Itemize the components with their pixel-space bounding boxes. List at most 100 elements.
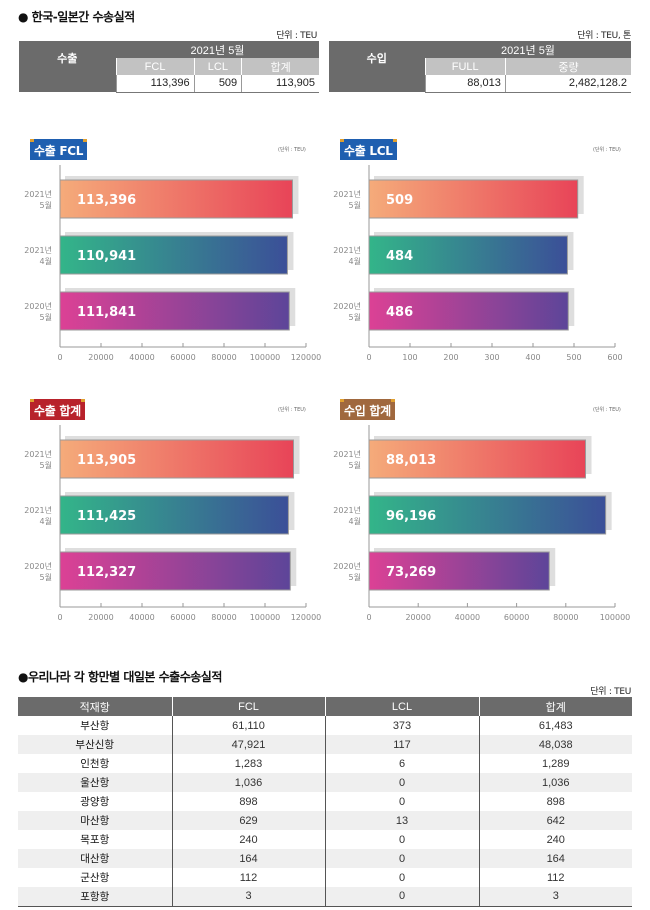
category-label-month: 5월 <box>40 312 52 322</box>
section-title-port-exports: ●우리나라 각 항만별 대일본 수출수송실적 <box>18 670 222 684</box>
bar-value-label: 96,196 <box>386 509 436 524</box>
x-tick-label: 80000 <box>211 353 236 362</box>
export-period: 2021년 5월 <box>116 41 319 58</box>
fcl-value: 47,921 <box>171 735 325 754</box>
total-value: 164 <box>478 849 632 868</box>
bar <box>368 179 579 219</box>
x-tick-label: 120000 <box>291 353 322 362</box>
x-tick-label: 20000 <box>405 613 430 622</box>
export-col-fcl: FCL <box>115 58 195 75</box>
chart-title-badge: 수출 합계 <box>30 399 85 420</box>
total-value: 3 <box>478 887 632 907</box>
export-val-fcl: 113,396 <box>115 75 195 93</box>
x-tick-label: 0 <box>57 353 62 362</box>
port-name: 마산항 <box>18 811 172 830</box>
lcl-value: 0 <box>324 887 479 907</box>
col-header-port: 적재항 <box>18 697 172 716</box>
table-row: 울산항 1,036 0 1,036 <box>18 773 632 792</box>
chart-unit-label: (단위 : TEU) <box>278 407 306 413</box>
section-title-korea-japan: ● 한국-일본간 수송실적 <box>18 10 135 24</box>
total-value: 61,483 <box>478 716 632 735</box>
port-name: 부산신항 <box>18 735 172 754</box>
x-tick-label: 0 <box>57 613 62 622</box>
bar <box>368 551 550 591</box>
col-header-lcl: LCL <box>324 697 479 716</box>
import-period: 2021년 5월 <box>425 41 631 58</box>
lcl-value: 0 <box>324 792 479 811</box>
import-summary-table: 수입 2021년 5월 FULL 중량 88,013 2,482,128.2 <box>329 41 631 93</box>
port-name: 부산항 <box>80 720 110 732</box>
total-value: 112 <box>478 868 632 887</box>
bar-value-label: 110,941 <box>77 249 136 264</box>
category-label-month: 5월 <box>349 200 361 210</box>
port-name: 인천항 <box>80 758 110 770</box>
fcl-value: 1,036 <box>171 773 325 792</box>
bar <box>368 495 607 535</box>
lcl-value: 0 <box>324 773 479 792</box>
bar <box>59 179 293 219</box>
x-tick-label: 80000 <box>553 613 578 622</box>
export-col-lcl: LCL <box>193 58 242 75</box>
col-header-fcl: FCL <box>171 697 325 716</box>
category-label-year: 2020년 <box>24 561 52 571</box>
fcl-value: 1,283 <box>171 754 325 773</box>
x-tick-label: 200 <box>443 353 458 362</box>
export-row-label-cont <box>19 75 116 92</box>
bar <box>59 291 290 331</box>
lcl-value: 373 <box>324 716 479 735</box>
bar <box>59 551 291 591</box>
chart-export-total: 수출 합계 (단위 : TEU) 113,905 2021년 5월 111,425 2021… <box>0 395 325 635</box>
x-tick-label: 600 <box>607 353 622 362</box>
bar-value-label: 486 <box>386 305 413 320</box>
category-label-year: 2020년 <box>333 561 361 571</box>
table-row: 인천항 1,283 6 1,289 <box>18 754 632 773</box>
category-label-month: 5월 <box>40 460 52 470</box>
x-tick-label: 500 <box>566 353 581 362</box>
x-tick-label: 100000 <box>250 613 281 622</box>
chart-unit-label: (단위 : TEU) <box>593 407 621 413</box>
chart-export-fcl: 수출 FCL (단위 : TEU) 113,396 2021년 5월 110,941 202… <box>0 135 325 375</box>
x-tick-label: 20000 <box>88 353 113 362</box>
total-value: 1,289 <box>478 754 632 773</box>
import-val-full: 88,013 <box>424 75 506 93</box>
x-tick-label: 40000 <box>129 613 154 622</box>
bar <box>59 495 289 535</box>
import-col-weight: 중량 <box>504 58 631 75</box>
import-row-label: 수입 <box>329 41 425 75</box>
total-value: 1,036 <box>478 773 632 792</box>
bar-value-label: 113,396 <box>77 193 136 208</box>
fcl-value: 240 <box>171 830 325 849</box>
lcl-value: 0 <box>324 849 479 868</box>
category-label-year: 2020년 <box>24 301 52 311</box>
x-tick-label: 0 <box>366 353 371 362</box>
chart-plot-area: 113,3962021년5월110,9412021년4월111,8412020년… <box>24 165 322 362</box>
chart-plot-area: 113,9052021년5월111,4252021년4월112,3272020년… <box>24 425 321 622</box>
table-row: 포항항 3 0 3 <box>18 887 632 907</box>
import-table-unit: 단위 : TEU, 톤 <box>577 31 631 41</box>
chart-unit-label: (단위 : TEU) <box>278 147 306 153</box>
bar <box>59 235 288 275</box>
import-col-full: FULL <box>424 58 506 75</box>
table-row: 군산항 112 0 112 <box>18 868 632 887</box>
total-value: 240 <box>478 830 632 849</box>
port-exports-table: 적재항 FCL LCL 합계 부산항 61,110 373 61,483 부산신항 47,… <box>18 697 632 907</box>
table-row: 목포항 240 0 240 <box>18 830 632 849</box>
category-label-year: 2021년 <box>24 189 52 199</box>
category-label-year: 2021년 <box>333 245 361 255</box>
port-name: 대산항 <box>18 849 172 868</box>
lcl-value: 6 <box>324 754 479 773</box>
total-value: 48,038 <box>478 735 632 754</box>
x-tick-label: 60000 <box>170 613 195 622</box>
fcl-value: 3 <box>171 887 325 907</box>
x-tick-label: 40000 <box>129 353 154 362</box>
category-label-month: 5월 <box>349 460 361 470</box>
export-col-total: 합계 <box>241 58 319 75</box>
bar <box>59 439 295 479</box>
x-tick-label: 60000 <box>170 353 195 362</box>
category-label-month: 4월 <box>40 516 52 526</box>
x-tick-label: 100000 <box>250 353 281 362</box>
port-table-header: 적재항 FCL LCL 합계 <box>18 697 632 716</box>
bar <box>368 291 569 331</box>
chart-unit-label: (단위 : TEU) <box>593 147 621 153</box>
